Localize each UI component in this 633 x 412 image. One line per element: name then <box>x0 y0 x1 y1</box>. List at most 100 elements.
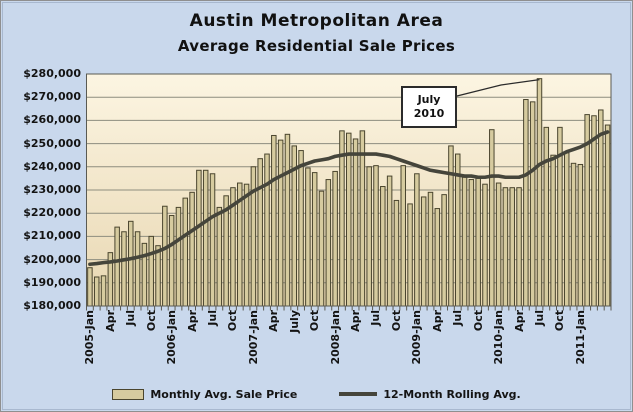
x-axis-label: 2011-Jan <box>573 310 587 365</box>
x-axis-label: Jul <box>532 310 546 326</box>
bar <box>489 129 495 307</box>
legend-bar-swatch-icon <box>112 388 145 400</box>
bar <box>509 187 515 307</box>
bar <box>570 162 577 307</box>
bar <box>427 191 434 307</box>
bar <box>284 133 291 307</box>
x-axis-label: 2009-Jan <box>410 310 424 365</box>
x-axis-label: Apr <box>349 310 363 332</box>
x-axis-label: Apr <box>430 310 444 332</box>
y-axis-label: $220,000 <box>23 206 81 220</box>
bar <box>502 187 509 307</box>
x-axis-label: Apr <box>185 310 199 332</box>
bar <box>550 154 556 307</box>
bar <box>298 150 304 307</box>
y-axis-label: $210,000 <box>23 229 81 243</box>
bar <box>271 134 277 307</box>
legend-bar-label: Monthly Avg. Sale Price <box>150 387 298 401</box>
x-axis-label: Jul <box>206 310 220 326</box>
bar <box>407 203 413 307</box>
bar <box>121 231 127 307</box>
y-axis-label: $250,000 <box>23 136 81 150</box>
bar <box>414 173 420 307</box>
bar <box>264 153 270 307</box>
bar <box>380 186 386 307</box>
bar <box>523 99 529 307</box>
bar <box>134 231 141 307</box>
x-axis-label: Jul <box>451 310 465 326</box>
bar <box>468 179 475 307</box>
bar <box>434 208 441 307</box>
x-axis-label: Jul <box>369 310 383 326</box>
bar <box>318 190 325 307</box>
y-axis-label: $230,000 <box>23 183 81 196</box>
legend-line-swatch-icon <box>339 392 378 396</box>
x-axis-label: 2006-Jan <box>165 310 179 365</box>
legend-item-rolling: 12-Month Rolling Avg. <box>339 388 521 401</box>
chart-subtitle: Average Residential Sale Prices <box>177 37 456 55</box>
x-axis-label: 2010-Jan <box>492 310 506 365</box>
bar <box>359 130 366 307</box>
rolling-avg-line <box>88 130 610 267</box>
bar <box>420 196 427 307</box>
bar <box>482 183 488 307</box>
bar <box>100 275 107 307</box>
bar <box>400 165 406 307</box>
bar <box>332 170 338 307</box>
chart-title: Austin Metropolitan Area <box>189 11 444 31</box>
x-axis-label: Jul <box>124 310 138 326</box>
bar <box>441 194 447 307</box>
x-axis-label: Apr <box>267 310 281 332</box>
x-axis-label: Oct <box>553 310 567 332</box>
bar <box>495 182 502 307</box>
y-axis-label: $270,000 <box>23 90 81 104</box>
bar <box>168 215 175 307</box>
bar <box>243 183 250 307</box>
x-axis-label: Oct <box>471 310 485 332</box>
bar <box>563 152 570 307</box>
y-axis-label: $190,000 <box>23 275 81 289</box>
bar <box>216 206 223 307</box>
bar <box>352 138 359 307</box>
bar <box>114 226 120 307</box>
bar <box>386 175 393 307</box>
bar <box>250 166 257 307</box>
y-axis-label: $240,000 <box>23 159 81 173</box>
bar <box>148 235 154 307</box>
x-axis-label: Oct <box>226 310 240 332</box>
bar <box>196 169 202 307</box>
bar <box>182 197 189 307</box>
bar <box>475 177 481 307</box>
plot-border <box>86 73 612 307</box>
bar <box>277 139 284 307</box>
x-axis-label: Apr <box>512 310 526 332</box>
bar <box>393 199 400 307</box>
bar <box>366 166 372 307</box>
x-axis-label: Oct <box>308 310 322 332</box>
bar <box>604 124 611 307</box>
bar <box>257 158 263 307</box>
x-axis-label: 2008-Jan <box>328 310 342 365</box>
y-axis-label: $180,000 <box>23 299 81 312</box>
bar <box>598 109 604 307</box>
x-axis-label: Oct <box>389 310 403 332</box>
bar <box>448 145 454 307</box>
bar <box>529 101 536 307</box>
bar <box>189 191 195 307</box>
x-axis-label: Apr <box>103 310 117 332</box>
x-axis-label: 2007-Jan <box>246 310 260 365</box>
annotation-text-line2: 2010 <box>413 107 445 120</box>
legend: Monthly Avg. Sale Price 12-Month Rolling… <box>1 383 632 405</box>
bar <box>209 173 216 307</box>
x-axis-label: 2005-Jan <box>83 310 97 365</box>
bar <box>162 205 168 307</box>
bar <box>516 187 522 307</box>
bar <box>202 169 209 307</box>
bar <box>155 245 161 307</box>
bar <box>591 115 597 307</box>
bar <box>141 242 148 307</box>
bar <box>305 167 311 307</box>
bar <box>373 165 379 307</box>
